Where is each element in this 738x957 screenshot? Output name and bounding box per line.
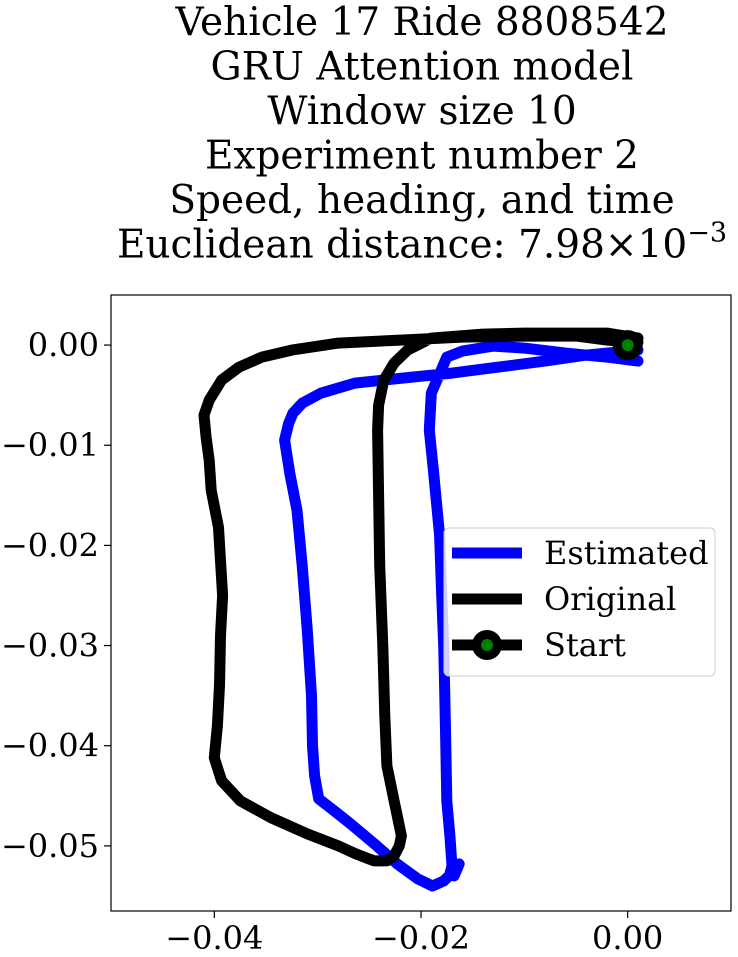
y-axis: 0.00 −0.01 −0.02 −0.03 −0.04 −0.05: [1, 326, 111, 865]
title-line-5: Speed, heading, and time: [169, 178, 674, 223]
series-line-estimated: [279, 340, 644, 892]
title-line-1: Vehicle 17 Ride 8808542: [174, 0, 668, 45]
legend: Estimated Original Start: [443, 527, 716, 677]
y-tick-label: −0.01: [1, 426, 99, 464]
y-tick-label: −0.04: [1, 727, 99, 765]
legend-start-marker-inner: [481, 639, 493, 651]
x-tick-label: −0.04: [165, 919, 263, 957]
legend-label-original: Original: [544, 580, 676, 618]
y-tick-label: −0.03: [1, 627, 99, 665]
title-exponent: −3: [687, 218, 727, 249]
legend-label-start: Start: [544, 626, 626, 664]
x-tick-label: 0.00: [592, 919, 663, 957]
series-line-original: [198, 327, 644, 867]
x-tick-label: −0.02: [372, 919, 470, 957]
title-line-2: GRU Attention model: [211, 45, 634, 90]
legend-box: [443, 527, 716, 677]
legend-label-estimated: Estimated: [544, 534, 709, 572]
title-line-3: Window size 10: [267, 89, 576, 134]
y-tick-label: −0.05: [1, 827, 99, 865]
y-tick-label: 0.00: [28, 326, 99, 364]
x-axis: −0.04 −0.02 0.00: [165, 911, 663, 957]
title-line-6: Euclidean distance: 7.98×10−3: [117, 218, 727, 268]
y-tick-label: −0.02: [1, 526, 99, 564]
start-marker-inner: [621, 339, 634, 352]
series-layer: [198, 327, 644, 892]
title-line-4: Experiment number 2: [205, 134, 639, 179]
